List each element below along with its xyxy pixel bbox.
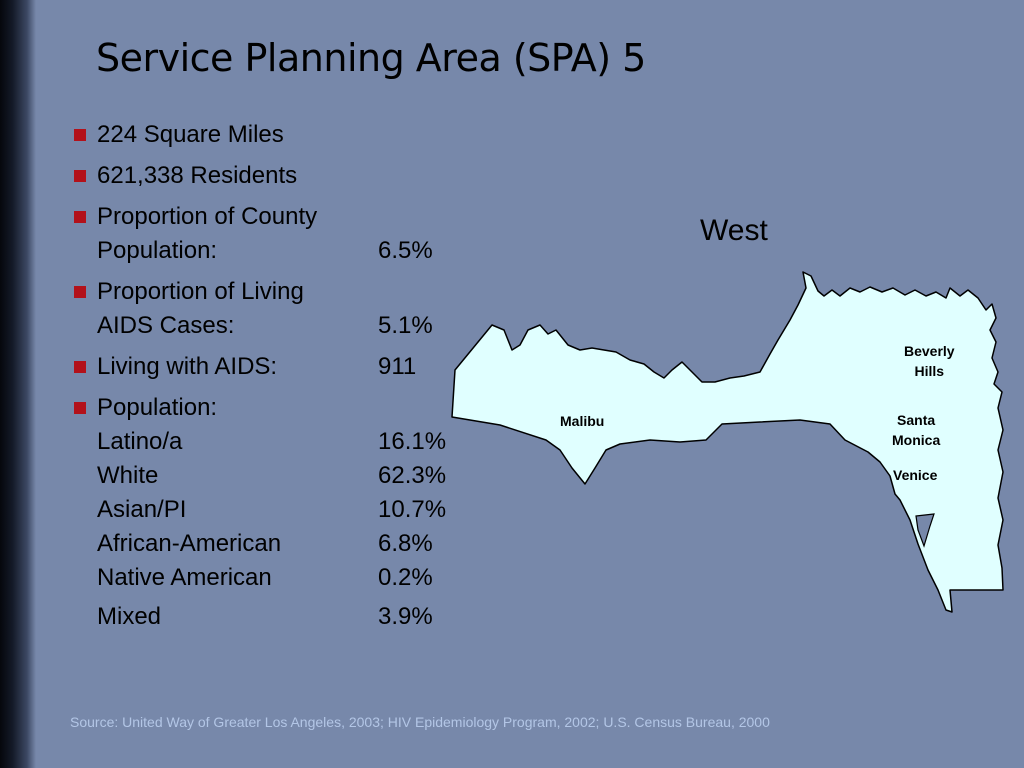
bullet-residents: 621,338 Residents — [72, 159, 492, 193]
bullet-population: Population: Latino/a 16.1% White 62.3% A… — [72, 391, 492, 634]
slide-title: Service Planning Area (SPA) 5 — [96, 36, 646, 80]
stat-label: AIDS Cases: — [97, 312, 235, 339]
population-row: Native American 0.2% — [97, 561, 492, 595]
population-row: Asian/PI 10.7% — [97, 493, 492, 527]
population-value: 0.2% — [378, 564, 433, 591]
map-label-malibu: Malibu — [560, 413, 605, 429]
bullet-square-icon — [74, 211, 86, 223]
stat-row: Population: 6.5% — [97, 234, 492, 268]
bullet-square-icon — [74, 402, 86, 414]
marina-inlet-shape — [915, 513, 935, 548]
map-label-beverly-hills: Beverly Hills — [904, 341, 955, 381]
bullet-label: Proportion of County — [97, 203, 318, 230]
bullet-label: Population: — [97, 394, 218, 421]
spa5-region-map — [451, 271, 1004, 613]
stat-row: Living with AIDS: 911 — [97, 350, 492, 384]
population-row: African-American 6.8% — [97, 527, 492, 561]
map-label-venice: Venice — [893, 467, 938, 483]
bullet-square-miles: 224 Square Miles — [72, 118, 492, 152]
bullet-label: 224 Square Miles — [97, 121, 284, 148]
map-label-santa-monica: Santa Monica — [892, 410, 940, 450]
stat-label: Living with AIDS: — [97, 353, 278, 380]
population-row: Latino/a 16.1% — [97, 425, 492, 459]
population-group: Latino/a — [97, 428, 183, 455]
bullet-county-population: Proportion of County Population: 6.5% — [72, 200, 492, 268]
stat-value: 6.5% — [378, 237, 433, 264]
source-citation: Source: United Way of Greater Los Angele… — [70, 714, 770, 730]
bullet-living-with-aids: Living with AIDS: 911 — [72, 350, 492, 384]
bullet-square-icon — [74, 170, 86, 182]
population-row: Mixed 3.9% — [97, 600, 492, 634]
population-group: African-American — [97, 530, 282, 557]
population-value: 3.9% — [378, 603, 433, 630]
stat-row: AIDS Cases: 5.1% — [97, 309, 492, 343]
bullet-label: Proportion of Living — [97, 278, 304, 305]
population-group: White — [97, 462, 159, 489]
bullet-square-icon — [74, 361, 86, 373]
map-label-line: Beverly — [904, 343, 955, 359]
bullet-square-icon — [74, 129, 86, 141]
map-label-line: Hills — [914, 363, 945, 379]
population-value: 16.1% — [378, 428, 447, 455]
stat-value: 5.1% — [378, 312, 433, 339]
stat-label: Population: — [97, 237, 218, 264]
population-value: 6.8% — [378, 530, 433, 557]
population-value: 62.3% — [378, 462, 447, 489]
map-heading: West — [700, 214, 768, 247]
map-label-line: Monica — [892, 432, 941, 448]
region-shape — [451, 271, 1004, 613]
stat-value: 911 — [378, 353, 417, 380]
population-row: White 62.3% — [97, 459, 492, 493]
population-group: Mixed — [97, 603, 162, 630]
slide-left-edge-shadow — [0, 0, 36, 768]
map-label-line: Santa — [897, 412, 936, 428]
population-group: Asian/PI — [97, 496, 187, 523]
population-group: Native American — [97, 564, 272, 591]
bullet-label: 621,338 Residents — [97, 162, 298, 189]
bullet-aids-cases: Proportion of Living AIDS Cases: 5.1% — [72, 275, 492, 343]
population-value: 10.7% — [378, 496, 447, 523]
bullet-list: 224 Square Miles 621,338 Residents Propo… — [72, 118, 492, 640]
bullet-square-icon — [74, 286, 86, 298]
